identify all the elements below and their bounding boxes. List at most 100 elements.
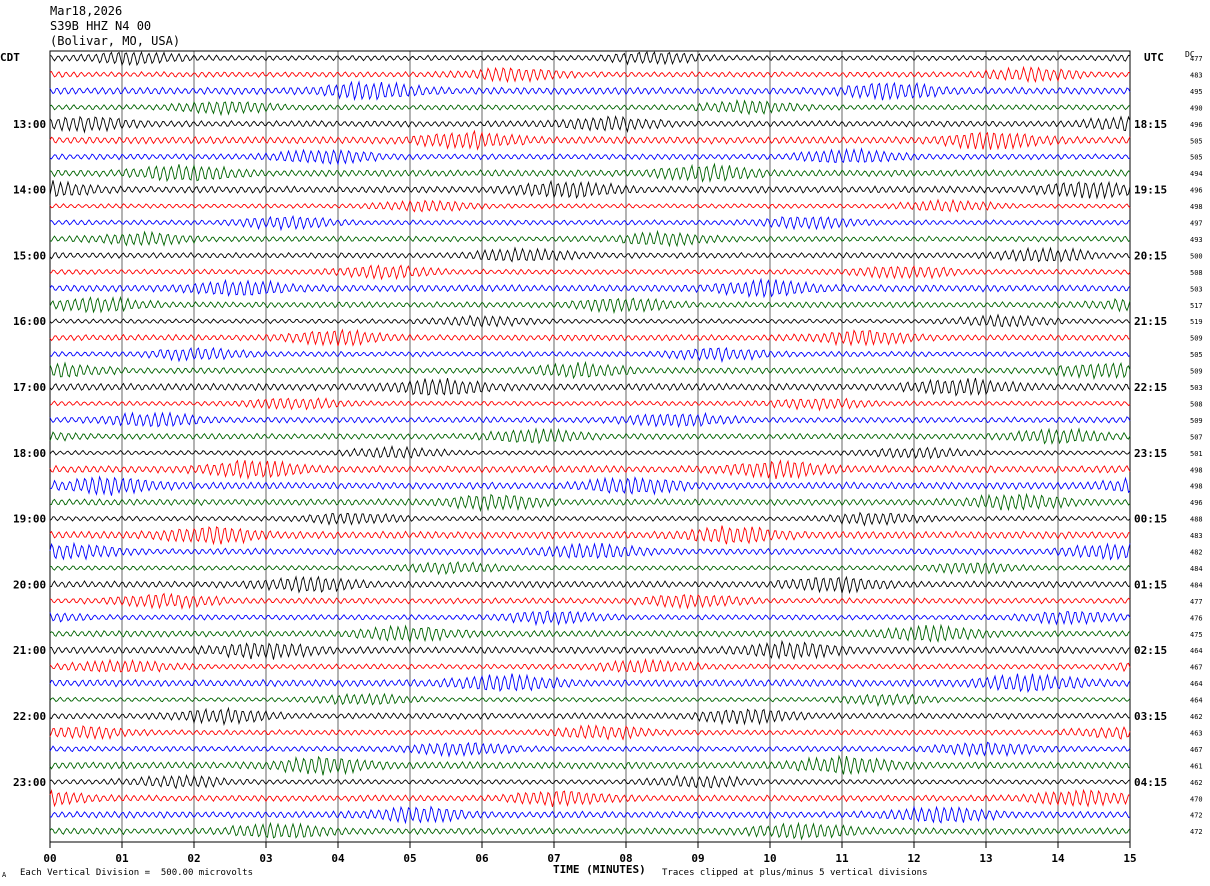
cdt-time-label: 14:00 (13, 184, 46, 197)
seismic-trace (49, 80, 1131, 102)
seismic-trace (49, 313, 1131, 328)
utc-time-label: 03:15 (1134, 710, 1167, 723)
dc-offset-label: 472 (1190, 812, 1203, 820)
dc-offset-label: 496 (1190, 121, 1203, 129)
plot-frame (49, 50, 1131, 843)
left-axis-label: CDT (0, 51, 20, 64)
dc-offset-label: 477 (1190, 598, 1203, 606)
dc-offset-label: 483 (1190, 532, 1203, 540)
dc-offset-label: 484 (1190, 581, 1203, 589)
seismic-trace (49, 610, 1131, 627)
cdt-time-label: 13:00 (13, 118, 46, 131)
seismic-trace (49, 264, 1131, 281)
x-tick-label: 00 (43, 852, 56, 865)
seismic-trace (49, 459, 1131, 480)
seismic-trace (49, 246, 1131, 263)
dc-label: DC (1185, 50, 1195, 59)
cdt-time-label: 20:00 (13, 578, 46, 591)
seismic-trace (49, 821, 1131, 841)
seismic-trace (49, 129, 1131, 151)
seismic-trace (49, 774, 1131, 790)
right-axis-label: UTC (1144, 51, 1164, 64)
seismic-trace (49, 492, 1131, 513)
seismic-trace (49, 560, 1131, 576)
seismic-trace (49, 360, 1131, 381)
seismic-trace (49, 475, 1131, 496)
seismic-trace (49, 754, 1131, 776)
dc-offset-label: 517 (1190, 302, 1203, 310)
dc-offset-label: 505 (1190, 351, 1203, 359)
x-tick-label: 08 (619, 852, 632, 865)
dc-offset-label: 500 (1190, 252, 1203, 260)
dc-offset-label: 509 (1190, 368, 1203, 376)
utc-time-label: 20:15 (1134, 249, 1167, 262)
seismic-trace (49, 377, 1131, 397)
x-axis-title: TIME (MINUTES) (553, 863, 646, 876)
seismic-trace (49, 346, 1131, 363)
seismic-trace (49, 657, 1131, 674)
dc-offset-label: 495 (1190, 88, 1203, 96)
x-tick-label: 03 (259, 852, 272, 865)
utc-time-label: 22:15 (1134, 381, 1167, 394)
dc-offset-label: 464 (1190, 647, 1203, 655)
seismic-trace (49, 575, 1131, 595)
dc-offset-label: 462 (1190, 779, 1203, 787)
seismic-trace (49, 162, 1131, 183)
scale-note: Each Vertical Division = 500.00 microvol… (20, 868, 253, 878)
cdt-time-label: 18:00 (13, 447, 46, 460)
dc-offset-label: 505 (1190, 137, 1203, 145)
dc-offset-label: 475 (1190, 631, 1203, 639)
seismic-trace (49, 541, 1131, 561)
utc-time-label: 23:15 (1134, 447, 1167, 460)
header-location: (Bolivar, MO, USA) (50, 34, 181, 48)
x-tick-label: 05 (403, 852, 416, 865)
x-tick-label: 06 (475, 852, 489, 865)
seismic-trace (49, 623, 1131, 644)
x-tick-label: 11 (835, 852, 849, 865)
dc-offset-label: 464 (1190, 697, 1203, 705)
seismic-trace (49, 277, 1131, 299)
seismic-trace (49, 805, 1131, 825)
x-tick-label: 12 (907, 852, 920, 865)
utc-time-label: 02:15 (1134, 644, 1167, 657)
seismic-trace (49, 673, 1131, 693)
seismic-trace (49, 411, 1131, 429)
dc-offset-label: 488 (1190, 516, 1203, 524)
seismic-trace (49, 99, 1131, 117)
seismic-trace (49, 179, 1131, 200)
dc-offset-label: 498 (1190, 483, 1203, 491)
utc-time-label: 19:15 (1134, 184, 1167, 197)
seismic-trace (49, 592, 1131, 610)
seismic-trace (49, 427, 1131, 445)
dc-offset-label: 494 (1190, 170, 1203, 178)
dc-offset-label: 496 (1190, 499, 1203, 507)
dc-offset-label: 503 (1190, 285, 1203, 293)
corner-mark: A (2, 871, 7, 879)
dc-offset-label: 496 (1190, 187, 1203, 195)
seismic-trace (49, 147, 1131, 166)
dc-offset-label: 483 (1190, 71, 1203, 79)
seismic-trace (49, 50, 1131, 67)
x-tick-label: 15 (1123, 852, 1136, 865)
cdt-time-label: 16:00 (13, 315, 46, 328)
dc-offset-label: 508 (1190, 269, 1203, 277)
x-tick-label: 10 (763, 852, 776, 865)
cdt-time-label: 15:00 (13, 249, 46, 262)
x-tick-label: 01 (115, 852, 129, 865)
dc-offset-label: 498 (1190, 466, 1203, 474)
dc-offset-label: 467 (1190, 746, 1203, 754)
seismic-trace (49, 65, 1131, 84)
utc-time-label: 04:15 (1134, 776, 1167, 789)
seismic-trace (49, 724, 1131, 741)
dc-offset-label: 498 (1190, 203, 1203, 211)
dc-offset-label: 484 (1190, 565, 1203, 573)
utc-time-label: 18:15 (1134, 118, 1167, 131)
cdt-time-label: 17:00 (13, 381, 46, 394)
dc-offset-label: 519 (1190, 318, 1203, 326)
dc-offset-label: 509 (1190, 335, 1203, 343)
dc-offset-label: 503 (1190, 384, 1203, 392)
dc-offset-label: 472 (1190, 828, 1203, 836)
cdt-time-label: 19:00 (13, 513, 46, 526)
cdt-time-label: 22:00 (13, 710, 46, 723)
dc-offset-label: 507 (1190, 433, 1203, 441)
